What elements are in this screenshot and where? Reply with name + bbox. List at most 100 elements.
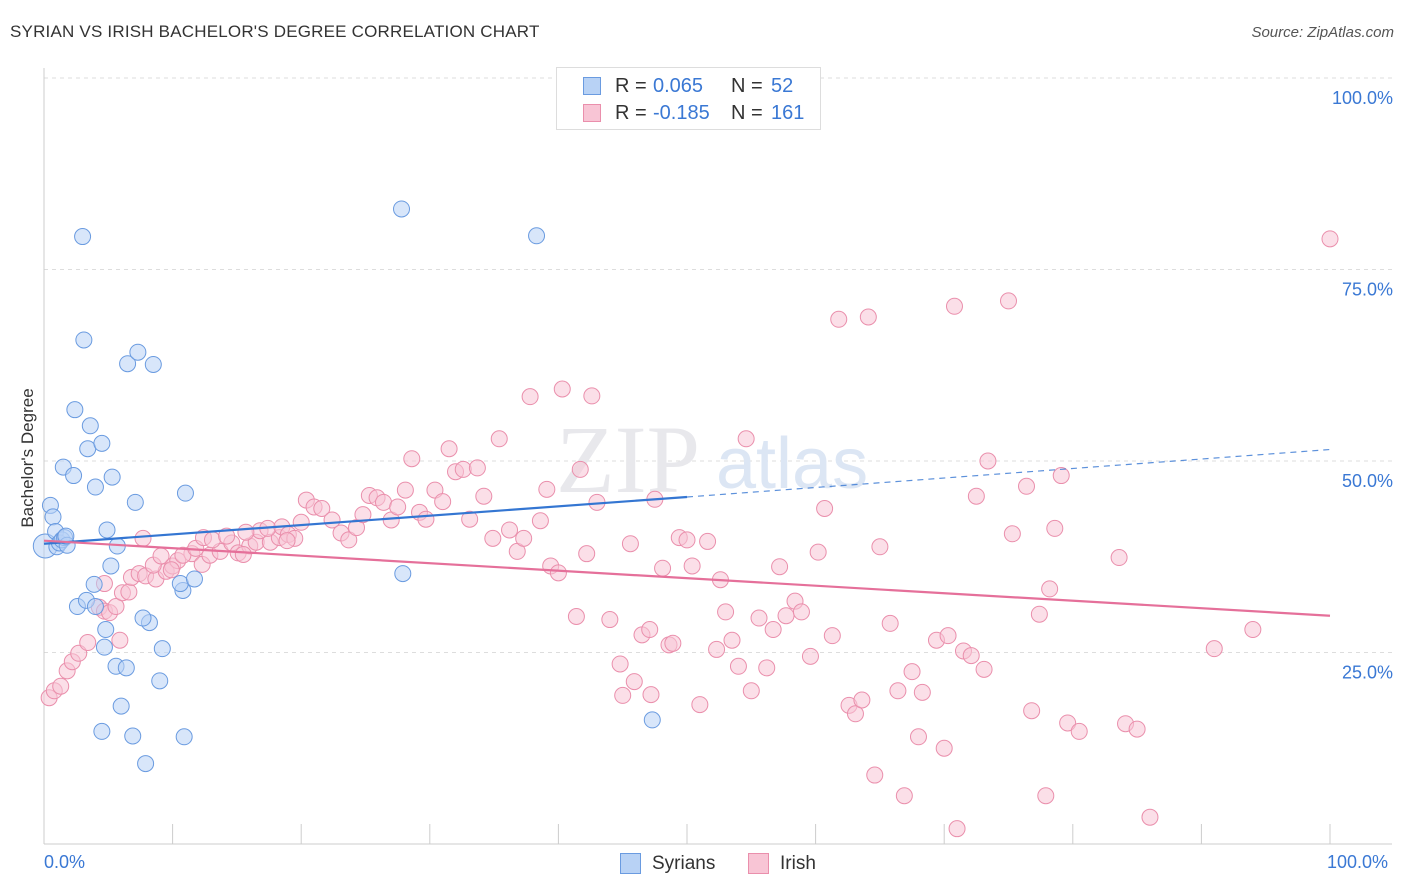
irish-point-113[interactable] — [771, 558, 789, 576]
irish-point-126[interactable] — [866, 766, 884, 784]
irish-point-123[interactable] — [846, 705, 864, 723]
irish-point-146[interactable] — [1018, 477, 1036, 495]
syrians-point-17[interactable] — [93, 434, 111, 452]
syrians-point-15[interactable] — [81, 417, 99, 435]
syrians-point-24[interactable] — [86, 598, 104, 616]
irish-point-75[interactable] — [521, 388, 539, 406]
syrians-point-12[interactable] — [74, 228, 92, 246]
irish-point-150[interactable] — [1041, 580, 1059, 598]
irish-point-162[interactable] — [134, 529, 152, 547]
irish-point-79[interactable] — [549, 564, 567, 582]
irish-point-135[interactable] — [935, 739, 953, 757]
irish-point-164[interactable] — [278, 532, 296, 550]
irish-point-70[interactable] — [484, 529, 502, 547]
irish-point-128[interactable] — [881, 614, 899, 632]
irish-point-87[interactable] — [611, 655, 629, 673]
irish-point-97[interactable] — [664, 634, 682, 652]
irish-point-110[interactable] — [750, 609, 768, 627]
irish-point-133[interactable] — [913, 683, 931, 701]
irish-point-66[interactable] — [454, 460, 472, 478]
irish-point-12[interactable] — [120, 583, 138, 601]
irish-point-145[interactable] — [1003, 525, 1021, 543]
syrians-point-48[interactable] — [393, 200, 411, 218]
syrians-point-42[interactable] — [175, 728, 193, 746]
irish-point-152[interactable] — [1052, 467, 1070, 485]
syrians-point-13[interactable] — [75, 331, 93, 349]
syrians-point-35[interactable] — [134, 609, 152, 627]
irish-point-154[interactable] — [1070, 722, 1088, 740]
irish-point-72[interactable] — [501, 521, 519, 539]
irish-point-129[interactable] — [889, 682, 907, 700]
irish-point-77[interactable] — [538, 480, 556, 498]
irish-point-144[interactable] — [1000, 292, 1017, 310]
irish-point-106[interactable] — [723, 631, 741, 649]
irish-point-119[interactable] — [816, 499, 834, 517]
irish-point-81[interactable] — [567, 607, 585, 625]
irish-point-109[interactable] — [742, 682, 760, 700]
irish-point-80[interactable] — [553, 380, 571, 398]
irish-point-52[interactable] — [354, 506, 372, 524]
irish-point-37[interactable] — [203, 531, 221, 549]
syrians-point-10[interactable] — [65, 467, 83, 485]
irish-point-68[interactable] — [468, 459, 486, 477]
irish-point-10[interactable] — [107, 598, 125, 616]
syrians-point-49[interactable] — [528, 227, 546, 245]
irish-point-141[interactable] — [967, 487, 985, 505]
irish-point-160[interactable] — [1244, 621, 1262, 639]
irish-point-111[interactable] — [758, 659, 776, 677]
irish-point-69[interactable] — [475, 487, 493, 505]
syrians-point-28[interactable] — [112, 697, 130, 715]
irish-point-153[interactable] — [1059, 714, 1077, 732]
irish-point-83[interactable] — [578, 545, 596, 563]
irish-point-44[interactable] — [292, 513, 310, 531]
irish-point-112[interactable] — [764, 621, 782, 639]
syrians-point-45[interactable] — [137, 755, 155, 773]
irish-point-143[interactable] — [979, 452, 997, 470]
irish-point-114[interactable] — [777, 607, 795, 625]
irish-point-6[interactable] — [79, 634, 97, 652]
syrians-point-16[interactable] — [86, 478, 104, 496]
irish-point-92[interactable] — [641, 621, 659, 639]
irish-point-38[interactable] — [218, 527, 236, 545]
irish-point-140[interactable] — [962, 647, 980, 665]
irish-point-117[interactable] — [801, 647, 819, 665]
syrians-point-43[interactable] — [93, 722, 111, 740]
syrians-point-14[interactable] — [79, 440, 97, 458]
irish-point-82[interactable] — [571, 460, 589, 478]
irish-point-63[interactable] — [434, 493, 452, 511]
syrians-point-33[interactable] — [126, 493, 144, 511]
irish-point-127[interactable] — [871, 538, 889, 556]
irish-point-39[interactable] — [237, 523, 255, 541]
irish-point-84[interactable] — [583, 387, 601, 405]
irish-point-107[interactable] — [729, 657, 747, 675]
irish-point-147[interactable] — [1023, 702, 1041, 720]
irish-point-125[interactable] — [859, 308, 877, 326]
irish-point-132[interactable] — [909, 728, 927, 746]
syrians-point-32[interactable] — [144, 355, 162, 373]
syrians-point-21[interactable] — [85, 575, 103, 593]
irish-point-2[interactable] — [52, 677, 70, 695]
syrians-point-30[interactable] — [119, 355, 137, 373]
irish-point-118[interactable] — [809, 543, 827, 561]
syrians-point-29[interactable] — [117, 659, 135, 677]
irish-point-100[interactable] — [683, 557, 701, 575]
irish-point-99[interactable] — [678, 531, 696, 549]
irish-point-74[interactable] — [515, 529, 533, 547]
irish-point-67[interactable] — [461, 510, 479, 528]
syrians-point-11[interactable] — [66, 401, 84, 419]
irish-point-59[interactable] — [403, 450, 421, 468]
syrians-point-25[interactable] — [95, 638, 113, 656]
irish-point-88[interactable] — [614, 686, 632, 704]
irish-point-61[interactable] — [417, 510, 435, 528]
irish-point-124[interactable] — [853, 691, 871, 709]
irish-point-157[interactable] — [1128, 720, 1146, 738]
irish-point-57[interactable] — [389, 498, 407, 516]
irish-point-47[interactable] — [313, 499, 331, 517]
irish-point-151[interactable] — [1046, 519, 1064, 537]
irish-point-161[interactable] — [1321, 230, 1339, 248]
irish-point-86[interactable] — [601, 611, 619, 629]
syrians-point-18[interactable] — [98, 521, 116, 539]
irish-point-89[interactable] — [621, 535, 639, 553]
irish-point-142[interactable] — [975, 660, 993, 678]
syrians-point-44[interactable] — [124, 727, 142, 745]
